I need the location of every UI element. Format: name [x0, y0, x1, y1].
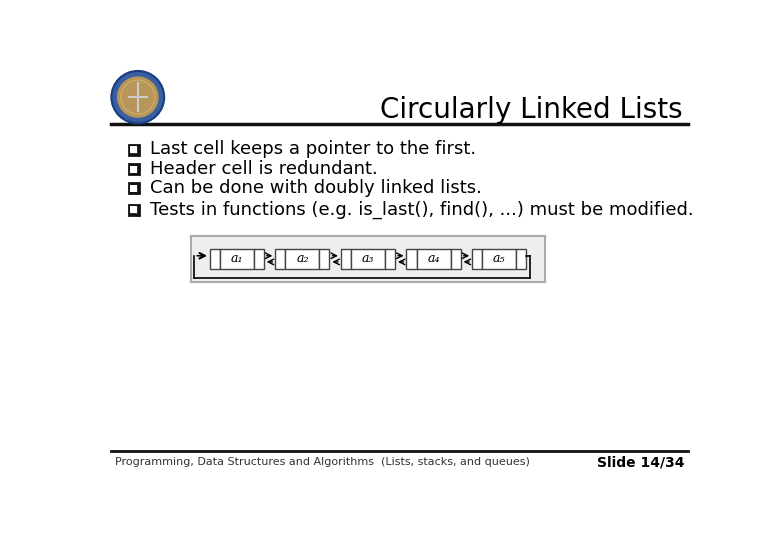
Bar — [130, 206, 137, 213]
Bar — [351, 249, 385, 269]
Bar — [129, 145, 139, 155]
Bar — [130, 185, 137, 192]
Text: a₂: a₂ — [296, 252, 309, 265]
Bar — [130, 146, 137, 153]
Bar — [406, 249, 417, 269]
Text: Slide 14/34: Slide 14/34 — [597, 455, 685, 469]
Bar — [190, 236, 545, 282]
Bar — [130, 166, 137, 173]
Text: Can be done with doubly linked lists.: Can be done with doubly linked lists. — [151, 179, 482, 197]
Text: Circularly Linked Lists: Circularly Linked Lists — [380, 96, 682, 124]
Bar — [129, 205, 139, 215]
Bar — [319, 249, 329, 269]
Text: Last cell keeps a pointer to the first.: Last cell keeps a pointer to the first. — [151, 140, 477, 159]
Text: a₅: a₅ — [493, 252, 505, 265]
Bar — [417, 249, 451, 269]
Bar — [275, 249, 285, 269]
Bar — [129, 184, 139, 193]
Bar — [254, 249, 264, 269]
Circle shape — [112, 71, 164, 123]
Bar — [285, 249, 319, 269]
Text: a₁: a₁ — [231, 252, 243, 265]
Bar — [341, 249, 351, 269]
Text: Tests in functions (e.g. is_last(), find(), ...) must be modified.: Tests in functions (e.g. is_last(), find… — [151, 200, 694, 219]
Bar — [516, 249, 526, 269]
Bar — [129, 164, 139, 174]
Text: a₄: a₄ — [427, 252, 440, 265]
Bar — [451, 249, 461, 269]
Bar — [220, 249, 254, 269]
Text: Programming, Data Structures and Algorithms  (Lists, stacks, and queues): Programming, Data Structures and Algorit… — [115, 457, 530, 467]
Bar — [210, 249, 220, 269]
Text: a₃: a₃ — [362, 252, 374, 265]
Bar — [472, 249, 482, 269]
Circle shape — [118, 77, 158, 117]
Text: Header cell is redundant.: Header cell is redundant. — [151, 160, 378, 178]
Bar — [385, 249, 395, 269]
Bar — [482, 249, 516, 269]
